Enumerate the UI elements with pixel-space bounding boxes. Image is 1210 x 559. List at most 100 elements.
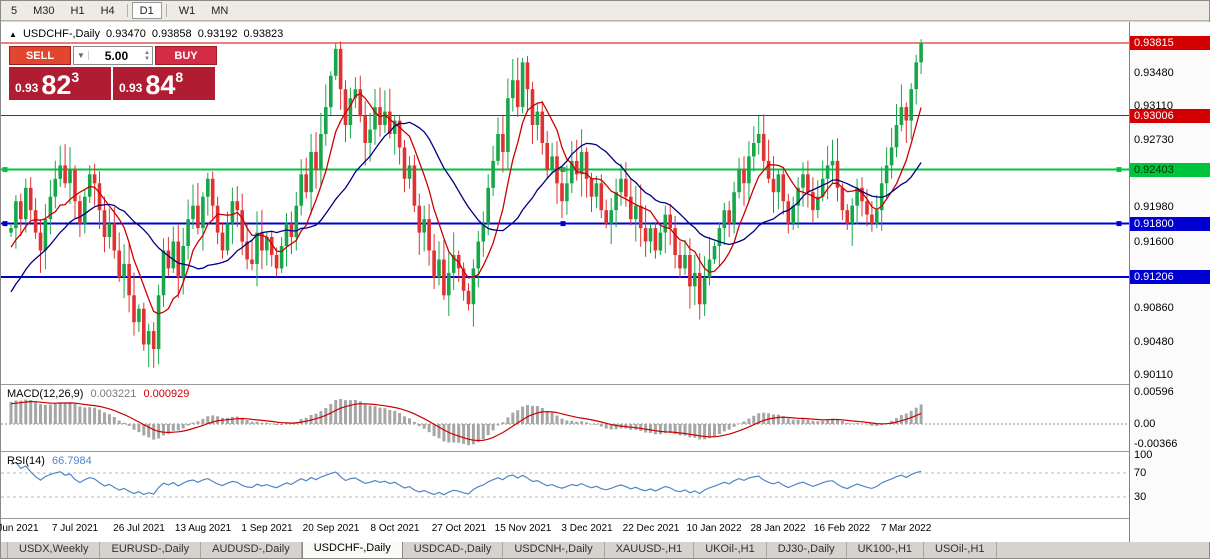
date-label: 7 Jul 2021 bbox=[51, 523, 99, 534]
price-tick: 0.90860 bbox=[1134, 302, 1174, 314]
tab-usoil-h1[interactable]: USOil-,H1 bbox=[924, 542, 997, 558]
rsi-tick: 100 bbox=[1134, 449, 1153, 461]
date-label: 20 Sep 2021 bbox=[302, 523, 360, 534]
ma-fast-line[interactable] bbox=[10, 92, 922, 315]
date-label: 8 Oct 2021 bbox=[370, 523, 420, 534]
macd-label: MACD(12,26,9) 0.003221 0.000929 bbox=[7, 388, 193, 400]
date-label: 16 Feb 2022 bbox=[813, 523, 871, 534]
tab-usdx-weekly[interactable]: USDX,Weekly bbox=[7, 542, 101, 558]
rsi-indicator-chart[interactable] bbox=[1, 452, 1129, 518]
rsi-tick: 30 bbox=[1134, 491, 1147, 503]
low-value: 0.93192 bbox=[197, 28, 238, 40]
toolbar-separator bbox=[126, 4, 128, 17]
tab-xauusd-h1[interactable]: XAUUSD-,H1 bbox=[605, 542, 695, 558]
macd-tick: -0.00366 bbox=[1134, 438, 1178, 450]
volume-dropdown-icon[interactable]: ▼ bbox=[74, 51, 89, 60]
price-tick: 0.90110 bbox=[1134, 369, 1173, 381]
timeframe-h1[interactable]: H1 bbox=[63, 2, 93, 19]
buy-price-pip: 8 bbox=[175, 69, 184, 85]
volume-field[interactable]: ▼ 5.00 ▲ ▼ bbox=[73, 46, 153, 65]
date-label: 13 Aug 2021 bbox=[174, 523, 232, 534]
rsi-name: RSI(14) bbox=[7, 455, 45, 467]
line-handle bbox=[2, 167, 8, 173]
price-tick: 0.92730 bbox=[1134, 134, 1174, 146]
open-value: 0.93470 bbox=[106, 28, 146, 40]
line-handle bbox=[560, 167, 566, 173]
date-label: 15 Nov 2021 bbox=[494, 523, 552, 534]
line-handle bbox=[1116, 167, 1122, 173]
price-tick: 0.90480 bbox=[1134, 336, 1174, 348]
price-axis[interactable]: 0.93480 0.93110 0.92730 0.91980 0.91600 0.908… bbox=[1129, 22, 1210, 542]
candles bbox=[9, 39, 923, 368]
panel-divider[interactable] bbox=[1, 384, 1210, 385]
tab-usdchf-daily[interactable]: USDCHF-,Daily bbox=[301, 540, 403, 558]
toolbar-separator bbox=[165, 4, 167, 17]
price-line-badge: 0.91206 bbox=[1130, 270, 1210, 284]
ohlc-header: ▲ USDCHF-,Daily 0.93470 0.93858 0.93192 … bbox=[9, 28, 286, 40]
macd-signal-line bbox=[10, 400, 922, 442]
macd-tick: 0.00 bbox=[1134, 418, 1156, 430]
macd-name: MACD(12,26,9) bbox=[7, 388, 84, 400]
price-line-badge: 0.91800 bbox=[1130, 217, 1210, 231]
tab-dj30-daily[interactable]: DJ30-,Daily bbox=[767, 542, 847, 558]
chart-area: ▲ USDCHF-,Daily 0.93470 0.93858 0.93192 … bbox=[0, 22, 1210, 542]
tab-ukoil-h1[interactable]: UKOil-,H1 bbox=[694, 542, 767, 558]
tab-usdcad-daily[interactable]: USDCAD-,Daily bbox=[403, 542, 504, 558]
time-axis[interactable]: 18 Jun 2021 7 Jul 2021 26 Jul 2021 13 Aug 2… bbox=[0, 519, 1129, 542]
timeframe-d1[interactable]: D1 bbox=[131, 2, 162, 19]
close-value: 0.93823 bbox=[243, 28, 284, 40]
macd-main-value: 0.003221 bbox=[90, 388, 137, 400]
rsi-value: 66.7984 bbox=[51, 455, 92, 467]
chart-tabs: USDX,Weekly EURUSD-,Daily AUDUSD-,Daily USD… bbox=[1, 540, 1209, 558]
tab-uk100-h1[interactable]: UK100-,H1 bbox=[847, 542, 925, 558]
high-value: 0.93858 bbox=[151, 28, 192, 40]
rsi-levels bbox=[1, 472, 1129, 498]
one-click-trading-panel: SELL ▼ 5.00 ▲ ▼ BUY 0.93 82 3 0.93 84 8 bbox=[9, 46, 217, 100]
timeframe-mn[interactable]: MN bbox=[203, 2, 236, 19]
rsi-line bbox=[10, 461, 922, 496]
date-label: 26 Jul 2021 bbox=[113, 523, 165, 534]
date-label: 22 Dec 2021 bbox=[622, 523, 680, 534]
chart-symbol-label: USDCHF-,Daily bbox=[22, 28, 100, 40]
panel-divider bbox=[1, 518, 1210, 519]
buy-price-display[interactable]: 0.93 84 8 bbox=[113, 67, 215, 100]
buy-button[interactable]: BUY bbox=[155, 46, 217, 65]
macd-signal-value: 0.000929 bbox=[143, 388, 190, 400]
rsi-tick: 70 bbox=[1134, 467, 1147, 479]
panel-divider[interactable] bbox=[1, 451, 1210, 452]
price-tick: 0.91600 bbox=[1134, 236, 1174, 248]
timeframe-m30[interactable]: M30 bbox=[25, 2, 62, 19]
volume-value[interactable]: 5.00 bbox=[104, 48, 129, 63]
line-handle bbox=[2, 221, 8, 227]
date-label: 10 Jan 2022 bbox=[686, 523, 742, 534]
sell-price-prefix: 0.93 bbox=[15, 81, 39, 95]
timeframe-5[interactable]: 5 bbox=[3, 2, 25, 19]
buy-price-big: 84 bbox=[145, 70, 176, 100]
date-label: 7 Mar 2022 bbox=[880, 523, 932, 534]
macd-histogram bbox=[9, 399, 923, 446]
volume-stepper[interactable]: ▲ ▼ bbox=[144, 49, 150, 62]
tab-audusd-daily[interactable]: AUDUSD-,Daily bbox=[201, 542, 302, 558]
timeframe-h4[interactable]: H4 bbox=[93, 2, 123, 19]
price-line-badge: 0.93006 bbox=[1130, 109, 1210, 123]
date-label: 1 Sep 2021 bbox=[241, 523, 293, 534]
date-label: 18 Jun 2021 bbox=[0, 523, 39, 534]
price-line-badge: 0.93815 bbox=[1130, 36, 1210, 50]
timeframe-w1[interactable]: W1 bbox=[171, 2, 204, 19]
line-handle bbox=[1116, 221, 1122, 227]
tab-usdcnh-daily[interactable]: USDCNH-,Daily bbox=[503, 542, 605, 558]
panel-toggle-icon[interactable]: ▲ bbox=[9, 30, 17, 39]
sell-button[interactable]: SELL bbox=[9, 46, 71, 65]
ma-slow-line[interactable] bbox=[10, 121, 922, 293]
date-label: 28 Jan 2022 bbox=[750, 523, 806, 534]
line-handle bbox=[560, 221, 566, 227]
sell-price-display[interactable]: 0.93 82 3 bbox=[9, 67, 111, 100]
macd-indicator-chart[interactable] bbox=[1, 385, 1129, 451]
sell-price-big: 82 bbox=[41, 70, 72, 100]
date-label: 27 Oct 2021 bbox=[431, 523, 487, 534]
tab-eurusd-daily[interactable]: EURUSD-,Daily bbox=[100, 542, 202, 558]
main-price-chart[interactable] bbox=[1, 22, 1129, 384]
price-tick: 0.93480 bbox=[1134, 67, 1174, 79]
date-label: 3 Dec 2021 bbox=[561, 523, 613, 534]
